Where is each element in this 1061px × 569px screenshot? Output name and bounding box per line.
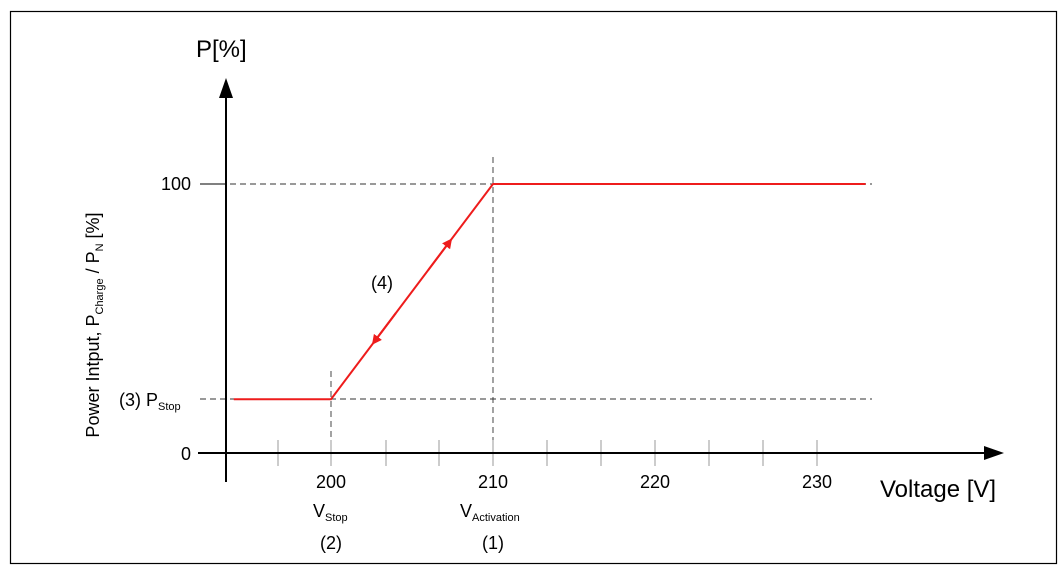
v-activation-label: VActivation <box>460 501 520 524</box>
x-tick-label-220: 220 <box>640 472 670 492</box>
x-tick-label-210: 210 <box>478 472 508 492</box>
arrow-down-icon <box>371 312 397 345</box>
v-stop-ref: (2) <box>320 533 342 553</box>
x-axis-title: Voltage [V] <box>880 476 996 503</box>
power-curve-line <box>233 183 866 401</box>
slope-label: (4) <box>371 273 393 293</box>
v-activation-ref: (1) <box>482 533 504 553</box>
v-stop-label: VStop <box>313 501 348 524</box>
x-tick-label-230: 230 <box>802 472 832 492</box>
y-axis-title: P[%] <box>196 36 247 63</box>
y-tick-label-0: 0 <box>181 444 191 464</box>
diagram-frame <box>9 10 1058 565</box>
x-tick-label-200: 200 <box>316 472 346 492</box>
arrow-up-icon <box>427 238 453 271</box>
y-axis-arrow-icon <box>219 78 233 98</box>
y-tick-label-100: 100 <box>161 174 191 194</box>
x-axis-arrow-icon <box>984 446 1004 460</box>
p-stop-label: (3) PStop <box>119 390 181 413</box>
y-axis-rotated-label: Power Intput, PCharge / PN [%] <box>83 212 106 437</box>
